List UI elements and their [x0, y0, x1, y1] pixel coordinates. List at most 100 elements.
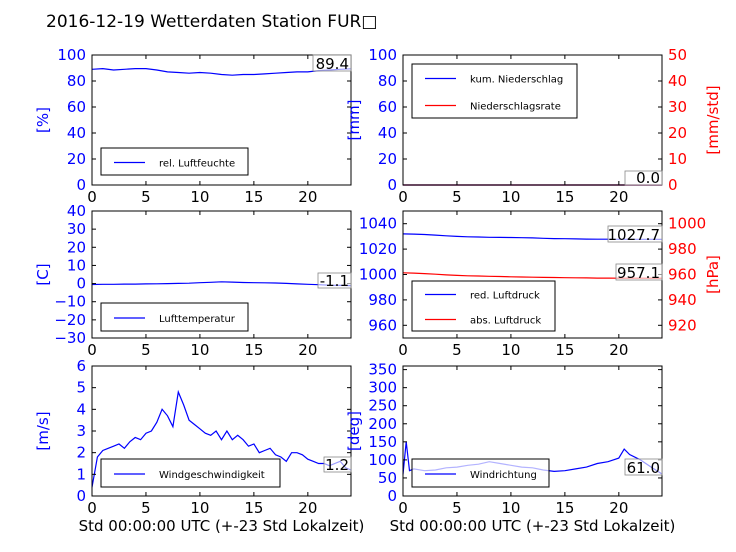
x-tick-label: 15: [555, 188, 574, 206]
plot-frame: [402, 54, 663, 186]
y-tick-label: 100: [368, 451, 397, 469]
y2-tick-label: 50: [668, 46, 687, 64]
legend: Windgeschwindigkeit: [100, 458, 281, 488]
x-tick-label: 0: [398, 341, 408, 359]
value-box: [312, 54, 352, 72]
y-tick-label: 0: [76, 275, 86, 293]
current-value-label: 957.1: [617, 264, 660, 282]
y2-tick-label: 30: [668, 98, 687, 116]
y-tick-label: −20: [54, 311, 86, 329]
legend-box: [411, 280, 556, 332]
legend-entry: Niederschlagsrate: [470, 102, 561, 113]
y-tick-label: 1020: [359, 240, 397, 258]
x-tick-label: 10: [501, 499, 520, 517]
y2-tick-label: 40: [668, 72, 687, 90]
x-tick-label: 5: [141, 188, 151, 206]
y-tick-label: 60: [67, 98, 86, 116]
current-value-label: 0.0: [636, 169, 660, 187]
y-tick-label: 40: [378, 124, 397, 142]
chart-panel-2: 0 5 10 15 20 0 20 40 60 80 100 0 10 20 30 40 50 [mm] [mm/s…: [345, 46, 722, 206]
plot-frame: [402, 365, 663, 497]
x-tick-label: 0: [398, 499, 408, 517]
chart-panel-3: 0 5 10 15 20−30−20−10010203040[C]Lufttempera…: [34, 202, 352, 359]
x-tick-label: 15: [555, 341, 574, 359]
legend-box: [100, 147, 249, 176]
current-value-label: 1.2: [325, 456, 349, 474]
x-tick-label: 5: [452, 341, 462, 359]
y-tick-label: 0: [387, 176, 397, 194]
current-value-label: 61.0: [627, 459, 660, 477]
legend: kum. Niederschlag Niederschlagsrate: [411, 63, 578, 119]
value-box: [317, 272, 352, 289]
x-tick-label: 20: [298, 341, 317, 359]
x-tick-label: 20: [298, 499, 317, 517]
y-tick-label: 20: [378, 150, 397, 168]
y-axis-label: [C]: [34, 263, 52, 285]
x-tick-label: 10: [190, 499, 209, 517]
legend: rel. Luftfeuchte: [100, 147, 249, 176]
y-tick-label: 960: [368, 316, 397, 334]
series-line-1: [91, 389, 352, 488]
y-tick-label: 20: [67, 150, 86, 168]
x-tick-label: 15: [244, 188, 263, 206]
legend-entry: Lufttemperatur: [159, 314, 236, 325]
y-axis-label: [deg]: [345, 411, 363, 451]
y2-tick-label: 940: [668, 291, 697, 309]
y-tick-label: 80: [378, 72, 397, 90]
x-tick-label: 15: [244, 499, 263, 517]
legend: red. Luftdruck abs. Luftdruck: [411, 280, 556, 332]
y-tick-label: 350: [368, 361, 397, 379]
x-tick-label: 20: [609, 499, 628, 517]
y-tick-label: 60: [378, 98, 397, 116]
x-tick-label: 10: [501, 341, 520, 359]
x-axis-label: Std 00:00:00 UTC (+-23 Std Lokalzeit): [390, 517, 676, 535]
legend-box: [411, 458, 550, 488]
y-tick-label: 80: [67, 72, 86, 90]
x-axis-label: Std 00:00:00 UTC (+-23 Std Lokalzeit): [79, 517, 365, 535]
y-tick-label: 1040: [359, 215, 397, 233]
y2-tick-label: 10: [668, 150, 687, 168]
y-tick-label: −10: [54, 293, 86, 311]
x-tick-label: 10: [501, 188, 520, 206]
y-tick-label: 5: [76, 379, 86, 397]
x-tick-label: 0: [87, 188, 97, 206]
y-tick-label: 40: [67, 124, 86, 142]
y2-axis-label: [hPa]: [704, 255, 722, 294]
value-box: [607, 225, 663, 243]
x-tick-label: 0: [87, 499, 97, 517]
chart-panel-1: 0 5 10 15 20 0 20 40 60 80 100 [%] rel. Luftfeuchte 8…: [34, 46, 352, 206]
x-tick-label: 10: [190, 188, 209, 206]
y-tick-label: 0: [76, 487, 86, 505]
y-tick-label: 980: [368, 291, 397, 309]
y-tick-label: 0: [76, 176, 86, 194]
legend: Windrichtung: [411, 458, 550, 488]
legend-entry: red. Luftdruck: [470, 291, 540, 302]
y-tick-label: 1000: [359, 266, 397, 284]
current-value-label: 1027.7: [608, 226, 661, 244]
y-tick-label: 300: [368, 379, 397, 397]
plot-frame: [91, 54, 352, 186]
y-tick-label: 30: [67, 220, 86, 238]
value-box: [624, 170, 663, 186]
y-tick-label: 4: [76, 400, 86, 418]
series-line-1: [91, 281, 352, 287]
x-tick-label: 0: [398, 188, 408, 206]
y-tick-label: 100: [368, 46, 397, 64]
x-tick-label: 15: [244, 341, 263, 359]
value-box: [624, 458, 663, 476]
current-value-label: -1.1: [320, 272, 349, 290]
value-box: [615, 263, 663, 281]
figure-title: 2016-12-19 Wetterdaten Station FUR□: [46, 12, 377, 32]
y2-tick-label: 960: [668, 266, 697, 284]
y2-tick-label: 0: [668, 176, 678, 194]
y-tick-label: 200: [368, 415, 397, 433]
legend-entry: rel. Luftfeuchte: [159, 159, 235, 170]
y-tick-label: 1: [76, 465, 86, 483]
x-tick-label: 5: [452, 499, 462, 517]
y2-axis-label: [mm/std]: [704, 85, 722, 154]
x-tick-label: 5: [141, 499, 151, 517]
x-tick-label: 0: [87, 341, 97, 359]
y-tick-label: 40: [67, 202, 86, 220]
